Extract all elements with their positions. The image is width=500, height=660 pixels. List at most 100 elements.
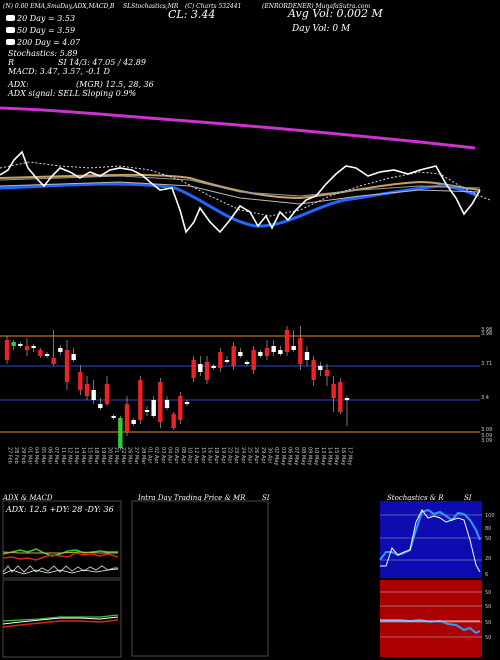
candle-body (244, 362, 250, 364)
date-label: 28 Mar (140, 447, 146, 465)
candle-body (131, 420, 136, 424)
date-label: 19 Apr (220, 447, 226, 465)
sma20-label: 20 Day = 3.53 (6, 14, 75, 24)
sma50-swatch (6, 27, 15, 33)
candle-body (324, 370, 330, 376)
candle-body (38, 350, 43, 356)
candle-body (78, 372, 83, 390)
date-label: 10 May (313, 447, 319, 465)
date-label: 22 Mar (120, 447, 126, 465)
adx-values: (MGR) 12.5, 28, 36 (76, 80, 154, 89)
date-label: 12 Apr (193, 447, 199, 465)
date-label: 25 Apr (247, 447, 253, 465)
candle-body (231, 346, 236, 366)
stoch-tick: 50 (485, 536, 491, 542)
date-label: 16 May (340, 447, 346, 465)
tick-label: 3.09 (481, 433, 492, 439)
adx-yellow-line (2, 551, 118, 554)
date-label: 26 Mar (127, 447, 133, 465)
date-label: 02 May (273, 447, 279, 465)
date-label: 07 May (293, 447, 299, 465)
sma20-swatch (6, 15, 15, 21)
date-label: 13 May (320, 447, 326, 465)
stoch-si: SI (464, 494, 472, 502)
candle-body (238, 352, 243, 356)
stoch-tick: 80 (485, 526, 491, 532)
intraday-title: Intra Day Trading Price & MR (138, 494, 246, 502)
candle-body (304, 352, 310, 360)
candle-body (51, 358, 56, 364)
date-label: 30 Apr (267, 447, 273, 465)
candle-body (224, 360, 230, 362)
date-label: 13 Mar (73, 447, 79, 465)
candle-body (91, 390, 96, 400)
date-label: 27 Feb (7, 447, 13, 464)
date-label: 09 May (307, 447, 313, 465)
date-label: 18 Mar (93, 447, 99, 465)
candle-body (31, 346, 36, 348)
date-label: 03 Apr (160, 447, 166, 465)
price-dotted-line (0, 161, 491, 217)
candle-body (158, 382, 163, 422)
candle-body (204, 362, 210, 380)
macd-line (2, 565, 118, 573)
candle-body (58, 348, 63, 352)
day-vol: Day Vol: 0 M (292, 24, 351, 34)
tick-label: 3.71 (481, 361, 492, 367)
candle-body (258, 352, 263, 356)
date-label: 14 May (327, 447, 333, 465)
intraday-si: SI (262, 494, 270, 502)
date-label: 05 Apr (173, 447, 179, 465)
date-label: 24 Apr (240, 447, 246, 465)
candle-body (171, 414, 176, 428)
candle-body (151, 400, 156, 416)
candle-body (291, 346, 296, 350)
macd-bottom-line (2, 616, 119, 625)
candle-body (111, 416, 116, 418)
date-label: 01 Apr (147, 447, 153, 465)
header-mid: SLStochastics,MR (123, 3, 179, 10)
candle-body (124, 404, 130, 432)
adx-panel (2, 500, 122, 579)
sma50-label: 50 Day = 3.59 (6, 26, 75, 36)
date-label: 19 Mar (100, 447, 106, 465)
avg-vol: Avg Vol: 0.002 M (288, 7, 383, 20)
adx-green-line (2, 548, 118, 557)
date-label: 21 Mar (113, 447, 119, 465)
macd-bottom-green (2, 614, 119, 622)
date-label: 06 Mar (47, 447, 53, 465)
stoch-tick: 6 (485, 572, 488, 578)
stoch-white-line (380, 509, 481, 573)
candle-body (218, 352, 223, 368)
candle-body (118, 418, 123, 448)
candle-body (184, 402, 190, 404)
stoch-tick: 100 (485, 513, 495, 519)
date-label: 11 Mar (60, 447, 66, 465)
date-label: 05 Mar (40, 447, 46, 465)
candle-body (251, 350, 256, 370)
candle-body (278, 350, 283, 354)
candle-body (4, 340, 10, 360)
date-label: 12 Mar (67, 447, 73, 465)
candle-body (44, 354, 50, 356)
candle-body (24, 346, 30, 350)
date-label: 02 Apr (153, 447, 159, 465)
date-label: 10 Apr (187, 447, 193, 465)
candle-body (311, 360, 316, 380)
mr-tick: 50 (485, 620, 491, 626)
candle-body (191, 360, 196, 378)
header-right: (ENRORDENER) MunafaSutra.com (262, 3, 371, 10)
candle-body (64, 350, 70, 382)
date-label: 15 May (333, 447, 339, 465)
candle-body (71, 354, 76, 360)
date-label: 01 Mar (27, 447, 33, 465)
candle-body (211, 366, 216, 368)
date-label: 15 Apr (200, 447, 206, 465)
candle-body (331, 384, 336, 398)
ma-chart (0, 106, 491, 234)
candle-body (164, 400, 170, 408)
candle-body (344, 398, 350, 400)
macd-signal-line (2, 568, 119, 575)
tick-label: 3.09 (481, 427, 492, 433)
candle-body (84, 384, 90, 396)
